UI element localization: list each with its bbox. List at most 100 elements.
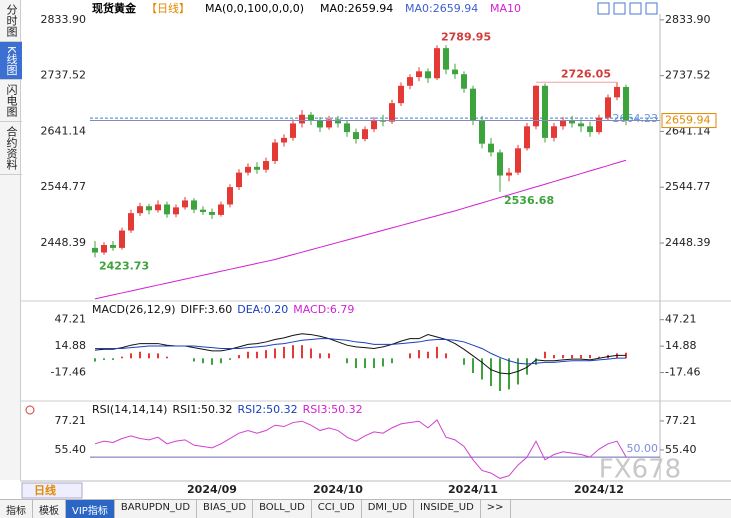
candle-body xyxy=(119,230,125,248)
tool-icons[interactable] xyxy=(597,2,658,15)
candle-body xyxy=(173,207,179,215)
candle-body xyxy=(596,117,602,133)
legend-entry: DEA:0.20 xyxy=(237,303,288,316)
y-tick-label: 55.40 xyxy=(665,443,697,456)
y-tick-label: -17.46 xyxy=(665,366,700,379)
candle-body xyxy=(155,204,161,211)
y-tick-label: 14.88 xyxy=(665,339,697,352)
candle-body xyxy=(281,137,287,143)
y-tick-label-left: 2833.90 xyxy=(41,13,87,26)
candle-body xyxy=(299,114,305,124)
legend-entry: RSI3:50.32 xyxy=(303,403,363,416)
candle-body xyxy=(470,88,476,121)
footer-tab[interactable]: 模板 xyxy=(33,500,66,518)
candle-body xyxy=(533,85,539,127)
footer-tab[interactable]: 指标 xyxy=(0,500,33,518)
ma-line xyxy=(94,159,627,300)
watermark: FX678 xyxy=(599,455,681,485)
candle-body xyxy=(452,69,458,75)
footer-tab[interactable]: BOLL_UD xyxy=(253,500,312,518)
candle-body xyxy=(110,245,116,248)
ma-value: MA0:2659.94 xyxy=(405,2,478,15)
y-tick-label-left: 2448.39 xyxy=(41,236,87,249)
ref-label: 2664.23 xyxy=(613,112,659,125)
rsi-line xyxy=(94,419,627,479)
candle-body xyxy=(263,161,269,170)
side-tabs: 分时图 K线图 闪电图 合约资料 xyxy=(0,0,22,480)
extreme-label: 2789.95 xyxy=(441,30,491,43)
candle-body xyxy=(416,71,422,78)
icon[interactable] xyxy=(597,2,610,15)
candle-body xyxy=(605,97,611,118)
candle-body xyxy=(137,206,143,214)
candle-body xyxy=(389,103,395,122)
icon[interactable] xyxy=(613,2,626,15)
candle-body xyxy=(344,123,350,133)
candle-body xyxy=(191,200,197,210)
footer-tab[interactable]: CCI_UD xyxy=(312,500,362,518)
candle-body xyxy=(236,172,242,188)
icon[interactable] xyxy=(629,2,642,15)
footer-tab[interactable]: DMI_UD xyxy=(362,500,415,518)
candle-body xyxy=(515,148,521,173)
y-tick-label-left: 47.21 xyxy=(55,313,87,326)
side-tab[interactable]: K线图 xyxy=(0,42,22,81)
period-button-label[interactable]: 日线 xyxy=(34,483,56,497)
candle-body xyxy=(245,166,251,173)
panel-title: RSI(14,14,14) xyxy=(92,403,167,416)
footer-tab[interactable]: >> xyxy=(481,500,511,518)
candle-body xyxy=(227,187,233,205)
candle-body xyxy=(461,74,467,89)
candle-body xyxy=(101,245,107,253)
footer-tab[interactable]: VIP指标 xyxy=(66,500,115,518)
candle-body xyxy=(254,166,260,170)
candle-body xyxy=(380,120,386,122)
y-tick-label-left: 2544.77 xyxy=(41,180,87,193)
side-tab[interactable]: 合约资料 xyxy=(0,122,22,176)
candle-body xyxy=(335,119,341,124)
extreme-label: 2423.73 xyxy=(99,259,149,272)
legend-entry: RSI1:50.32 xyxy=(172,403,232,416)
candle-body xyxy=(551,126,557,138)
candle-body xyxy=(146,206,152,211)
side-tab[interactable]: 闪电图 xyxy=(0,80,22,123)
extreme-label: 2536.68 xyxy=(504,194,554,207)
ma-params: MA(0,0,100,0,0,0) xyxy=(205,2,304,15)
candle-body xyxy=(425,71,431,79)
period: 【日线】 xyxy=(146,1,190,15)
candle-body xyxy=(524,126,530,149)
candle-body xyxy=(434,48,440,79)
period-button[interactable] xyxy=(21,482,83,499)
candle-body xyxy=(443,48,449,70)
legend-entry: RSI2:50.32 xyxy=(238,403,298,416)
candle-body xyxy=(353,132,359,140)
footer-tab[interactable]: INSIDE_UD xyxy=(414,500,481,518)
candle-body xyxy=(479,120,485,144)
y-tick-label: 2833.90 xyxy=(665,13,711,26)
icon[interactable] xyxy=(645,2,658,15)
y-tick-label-left: 77.21 xyxy=(55,414,87,427)
price-box-label: 2659.94 xyxy=(665,114,711,127)
candle-body xyxy=(326,119,332,128)
legend-entry: DIFF:3.60 xyxy=(181,303,233,316)
candle-body xyxy=(578,123,584,127)
y-tick-label-left: 2641.14 xyxy=(41,124,87,137)
y-tick-label: 2737.52 xyxy=(665,69,711,82)
y-tick-label-left: 14.88 xyxy=(55,339,87,352)
ma-value: MA10 xyxy=(490,2,521,15)
x-tick-label: 2024/09 xyxy=(187,483,237,496)
footer-tab[interactable]: BARUPDN_UD xyxy=(115,500,198,518)
candle-body xyxy=(200,209,206,212)
macd-line xyxy=(95,338,626,365)
candle-body xyxy=(488,143,494,153)
macd-line xyxy=(94,333,626,375)
candle-body xyxy=(560,120,566,127)
candle-body xyxy=(218,204,224,215)
side-tab[interactable]: 分时图 xyxy=(0,0,22,42)
legend-entry: MACD:6.79 xyxy=(293,303,354,316)
candle-body xyxy=(308,114,314,121)
candle-body xyxy=(407,77,413,86)
candle-body xyxy=(587,126,593,133)
footer-tab[interactable]: BIAS_UD xyxy=(197,500,254,518)
candle-body xyxy=(614,86,620,98)
